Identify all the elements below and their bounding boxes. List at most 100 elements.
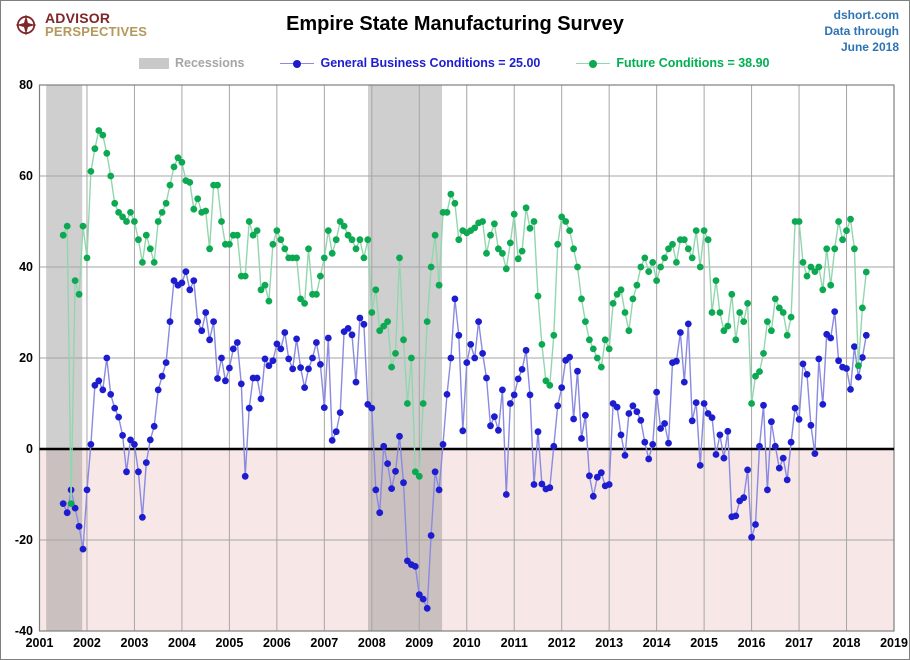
future-point (621, 309, 629, 316)
future-point (111, 199, 119, 207)
future-point (273, 227, 281, 235)
x-axis-tick-label: 2010 (453, 636, 481, 650)
gbc-point (530, 481, 538, 488)
gbc-point (803, 371, 811, 378)
gbc-point (641, 438, 649, 446)
gbc-point (744, 466, 751, 474)
source-attribution: dshort.com Data through June 2018 (824, 7, 899, 55)
gbc-point (574, 367, 581, 375)
gbc-point (708, 414, 716, 421)
future-point (142, 231, 150, 239)
future-point (123, 218, 130, 225)
y-axis-tick-label: 20 (19, 351, 33, 365)
future-point (756, 368, 763, 375)
future-point (748, 400, 755, 407)
future-point (633, 281, 641, 289)
future-point (455, 236, 463, 244)
gbc-point (87, 441, 95, 448)
future-point (728, 290, 736, 298)
future-point (404, 400, 411, 407)
y-axis-tick-label: 0 (26, 442, 33, 456)
gbc-point (625, 410, 633, 417)
future-point (423, 318, 431, 325)
gbc-point (237, 380, 245, 388)
gbc-point (534, 428, 542, 436)
gbc-point (771, 442, 779, 450)
future-point (95, 127, 103, 134)
gbc-point (281, 329, 289, 336)
future-point (107, 172, 115, 180)
gbc-point (748, 533, 755, 541)
gbc-point (586, 472, 593, 480)
gbc-point (320, 404, 328, 411)
gbc-point (558, 384, 566, 391)
gbc-point (677, 329, 684, 336)
future-point (645, 268, 653, 275)
future-point (637, 263, 645, 271)
gbc-point (815, 355, 823, 363)
gbc-point (827, 334, 835, 342)
future-point (317, 272, 324, 280)
x-axis-tick-label: 2004 (168, 636, 196, 650)
y-axis-tick-label: 60 (19, 169, 33, 183)
gbc-point (380, 442, 388, 450)
future-point (206, 245, 214, 253)
future-point (815, 263, 823, 271)
gbc-point (348, 331, 356, 339)
future-point (261, 281, 269, 289)
gbc-point (451, 295, 459, 303)
gbc-point (198, 327, 206, 335)
future-point (59, 231, 67, 239)
future-point (625, 327, 633, 335)
gbc-point (807, 421, 815, 429)
gbc-point (578, 435, 585, 442)
gbc-point (760, 401, 767, 409)
future-point (526, 224, 534, 232)
gbc-point (435, 486, 443, 494)
x-axis-tick-label: 2012 (548, 636, 576, 650)
future-point (277, 236, 285, 244)
future-point (411, 468, 419, 476)
future-point (831, 245, 839, 253)
future-point (495, 245, 502, 253)
gbc-point (688, 417, 696, 425)
future-point (146, 245, 154, 253)
gbc-point (617, 431, 625, 439)
gbc-point (487, 422, 494, 430)
future-point (795, 218, 803, 225)
gbc-point (463, 359, 471, 366)
gbc-point (150, 422, 158, 430)
gbc-point (582, 411, 589, 419)
future-point (578, 295, 585, 303)
page-title: Empire State Manufacturing Survey (286, 13, 624, 35)
x-axis-tick-label: 2016 (738, 636, 766, 650)
gbc-point (332, 428, 340, 436)
future-point (799, 259, 807, 266)
y-axis-tick-label: 80 (19, 78, 33, 92)
gbc-point (779, 454, 787, 462)
future-point (736, 309, 744, 316)
plot-border (38, 84, 895, 632)
future-point (518, 247, 526, 255)
x-axis-tick-label: 2008 (358, 636, 386, 650)
gbc-point (257, 395, 265, 403)
future-point (154, 218, 162, 225)
gbc-point (756, 442, 763, 450)
advisor-perspectives-logo: ADVISOR PERSPECTIVES (11, 10, 147, 40)
gbc-point (194, 318, 202, 325)
gbc-point (455, 331, 463, 339)
future-point (415, 472, 423, 480)
future-point (447, 190, 455, 198)
future-point (720, 327, 728, 335)
x-axis-tick-label: 2005 (215, 636, 243, 650)
future-point (522, 204, 530, 212)
gbc-point (518, 366, 526, 373)
gbc-point (795, 416, 803, 423)
gbc-point (202, 309, 210, 316)
future-point (862, 268, 870, 276)
future-point (166, 181, 174, 189)
future-point (823, 245, 831, 253)
legend-recessions-label: Recessions (175, 56, 245, 70)
gbc-point (107, 391, 115, 398)
future-point (471, 224, 479, 232)
